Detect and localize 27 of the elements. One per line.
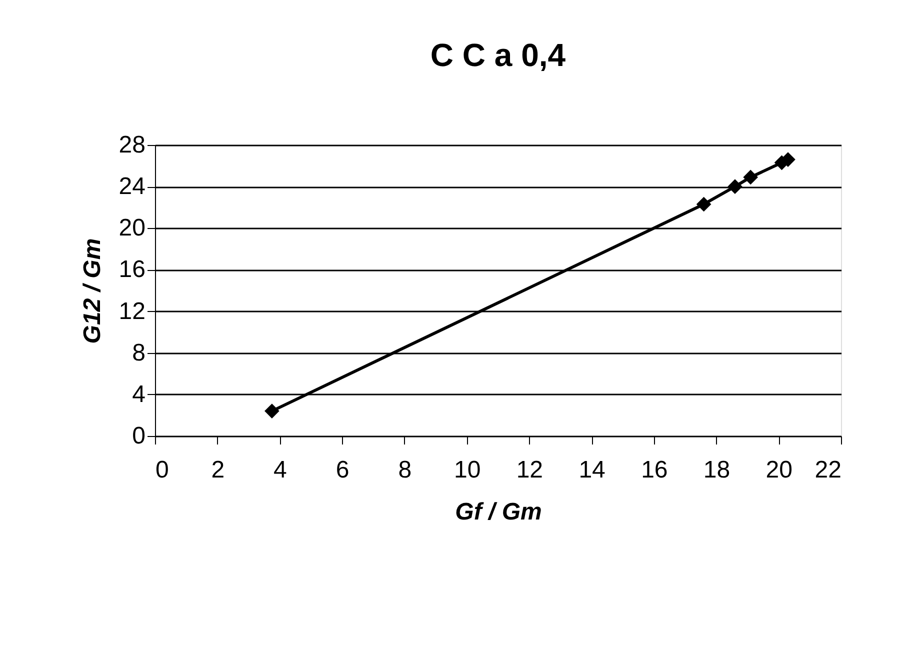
x-tick-label: 20 — [766, 456, 792, 484]
point — [264, 404, 280, 418]
y-axis-title: G12 / Gm — [78, 238, 106, 344]
y-tick-label: 28 — [118, 132, 146, 158]
x-tick-label: 4 — [274, 456, 287, 484]
y-tick-label: 12 — [118, 298, 146, 325]
y-tick-label: 16 — [118, 256, 146, 284]
point — [696, 196, 712, 212]
x-tick-label: 10 — [454, 456, 481, 484]
x-tick-label: 18 — [703, 456, 730, 484]
x-tick-label: 14 — [578, 456, 606, 484]
y-tick-label: 8 — [132, 339, 146, 366]
x-tick-label: 0 — [156, 456, 169, 484]
x-tick-label: 22 — [814, 456, 842, 484]
x-tick-label: 6 — [336, 456, 350, 484]
point — [743, 170, 758, 185]
y-tick-label: 4 — [132, 380, 146, 408]
x-tick-label: 8 — [398, 456, 412, 484]
x-tick-label: 16 — [641, 456, 668, 484]
y-tick-label: 24 — [118, 173, 146, 200]
point — [728, 179, 742, 194]
chart-title: C C a 0,4 — [430, 37, 566, 73]
x-axis-title: Gf / Gm — [455, 498, 542, 526]
x-tick-label: 12 — [516, 456, 544, 484]
x-tick-label: 2 — [211, 456, 225, 484]
y-tick-label: 20 — [118, 214, 146, 242]
y-tick-label: 0 — [132, 422, 146, 450]
